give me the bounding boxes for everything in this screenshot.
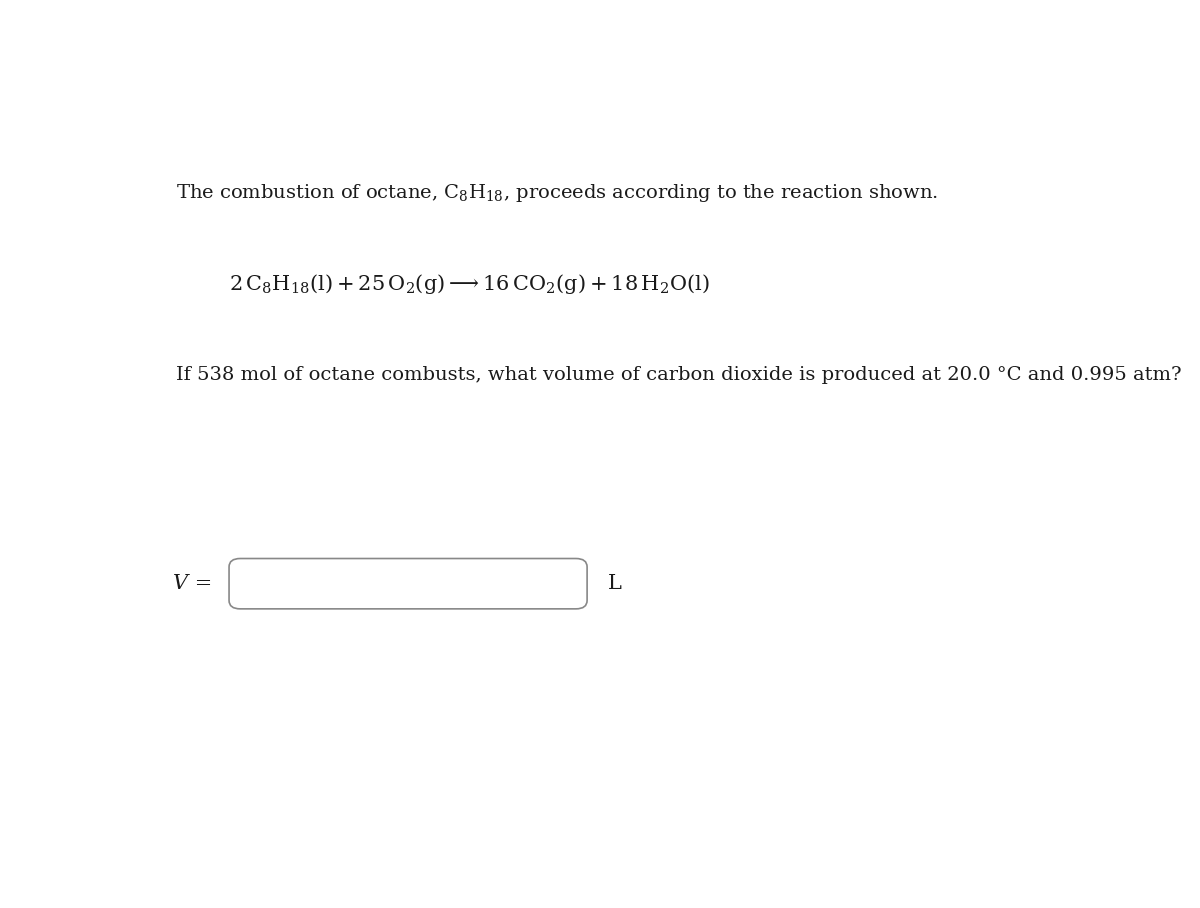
Text: $\mathregular{2\,C_8H_{18}(l) + 25\,O_2(g) \longrightarrow 16\,CO_2(g) + 18\,H_2: $\mathregular{2\,C_8H_{18}(l) + 25\,O_2(… (229, 271, 709, 296)
Text: The combustion of octane, $\mathregular{C_8H_{18}}$, proceeds according to the r: The combustion of octane, $\mathregular{… (176, 182, 938, 204)
Text: L: L (607, 574, 622, 593)
Text: V =: V = (173, 574, 212, 593)
FancyBboxPatch shape (229, 558, 587, 609)
Text: If 538 mol of octane combusts, what volume of carbon dioxide is produced at 20.0: If 538 mol of octane combusts, what volu… (176, 366, 1182, 384)
